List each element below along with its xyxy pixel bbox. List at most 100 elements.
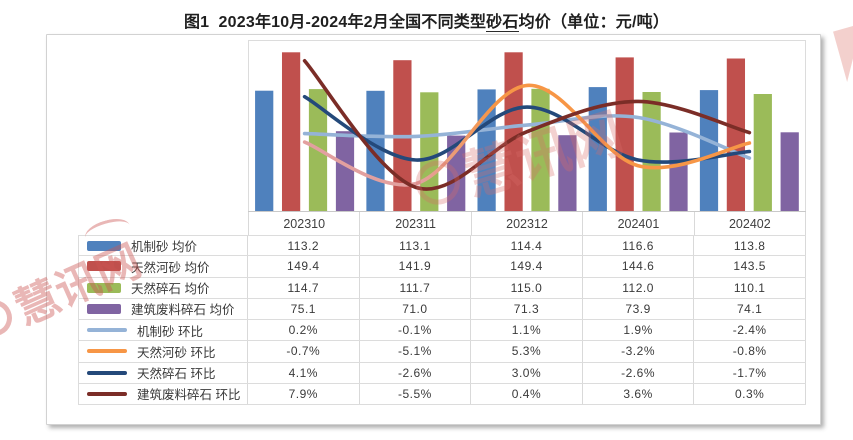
category-label: 202401 bbox=[583, 212, 695, 235]
legend-line-swatch-icon bbox=[87, 328, 127, 333]
bar bbox=[669, 132, 688, 211]
line-series-0 bbox=[302, 114, 752, 160]
chart-title-suffix: 均价（单位：元/吨） bbox=[518, 14, 670, 31]
value-cell: -0.7% bbox=[248, 341, 360, 362]
table-row: 机制砂 环比 0.2% -0.1% 1.1% 1.9% -2.4% bbox=[78, 320, 806, 342]
table-row: 天然河砂 环比 -0.7% -5.1% 5.3% -3.2% -0.8% bbox=[78, 341, 806, 363]
chart-container: 202310 202311 202312 202401 202402 机制砂 均价 113… bbox=[46, 34, 821, 425]
bar-series-3 bbox=[335, 131, 799, 211]
watermark-logo-icon bbox=[0, 294, 18, 342]
value-cell: 113.1 bbox=[360, 236, 472, 256]
category-label: 202312 bbox=[472, 212, 584, 235]
legend-bar-swatch-icon bbox=[87, 282, 121, 293]
legend-line-swatch-icon bbox=[87, 391, 127, 396]
value-cell: 1.9% bbox=[583, 320, 695, 341]
value-cell: 71.0 bbox=[360, 298, 472, 319]
value-cell: 5.3% bbox=[471, 341, 583, 362]
value-cell: -0.1% bbox=[360, 320, 472, 341]
legend-label-cell: 天然河砂 均价 bbox=[78, 256, 248, 277]
category-label: 202310 bbox=[248, 212, 361, 235]
price-combo-chart bbox=[255, 52, 799, 211]
chart-title: 图1 2023年10月-2024年2月全国不同类型砂石均价（单位：元/吨） bbox=[0, 8, 853, 32]
table-row: 天然河砂 均价 149.4 141.9 149.4 144.6 143.5 bbox=[78, 256, 806, 278]
series-name: 天然河砂 均价 bbox=[131, 260, 210, 275]
value-cell: 4.1% bbox=[248, 362, 360, 383]
value-cell: 0.2% bbox=[248, 320, 360, 341]
bar bbox=[615, 57, 634, 211]
legend-bar-swatch-icon bbox=[87, 261, 121, 272]
value-cell: 110.1 bbox=[694, 277, 806, 298]
value-cell: 114.7 bbox=[248, 277, 360, 298]
value-cell: 0.3% bbox=[694, 383, 806, 404]
value-cell: 7.9% bbox=[248, 383, 360, 404]
series-name: 天然碎石 均价 bbox=[131, 282, 210, 297]
value-cell: 111.7 bbox=[360, 277, 472, 298]
bar bbox=[558, 135, 577, 211]
line-series-3 bbox=[302, 59, 752, 191]
value-cell: -2.6% bbox=[360, 362, 472, 383]
bar-series-2 bbox=[308, 88, 772, 211]
legend-bar-swatch-icon bbox=[87, 303, 121, 314]
category-label: 202402 bbox=[695, 212, 807, 235]
bar bbox=[780, 132, 799, 211]
legend-label-cell: 建筑废料碎石 环比 bbox=[78, 383, 248, 404]
legend-line-swatch-icon bbox=[87, 349, 127, 354]
bar bbox=[531, 88, 550, 211]
bar bbox=[504, 52, 523, 211]
value-cell: -1.7% bbox=[694, 362, 806, 383]
series-name: 建筑废料碎石 均价 bbox=[131, 303, 235, 318]
bar bbox=[255, 90, 274, 211]
data-table: 机制砂 均价 113.2 113.1 114.4 116.6 113.8 天然河砂 均价 14… bbox=[78, 235, 806, 405]
category-axis-row: 202310 202311 202312 202401 202402 bbox=[248, 211, 807, 235]
table-row: 天然碎石 均价 114.7 111.7 115.0 112.0 110.1 bbox=[78, 277, 806, 299]
value-cell: -5.1% bbox=[360, 341, 472, 362]
legend-line-swatch-icon bbox=[87, 370, 127, 375]
value-cell: -5.5% bbox=[360, 383, 472, 404]
legend-label-cell: 天然碎石 均价 bbox=[78, 277, 248, 298]
value-cell: 116.6 bbox=[583, 236, 695, 256]
value-cell: 143.5 bbox=[694, 256, 806, 277]
value-cell: 71.3 bbox=[471, 298, 583, 319]
chart-title-underlined-term: 砂石 bbox=[486, 14, 519, 32]
legend-label-cell: 机制砂 均价 bbox=[78, 236, 248, 256]
value-cell: -3.2% bbox=[583, 341, 695, 362]
value-cell: 113.8 bbox=[694, 236, 806, 256]
bar bbox=[726, 58, 746, 211]
bar bbox=[699, 90, 719, 211]
bar bbox=[642, 92, 661, 211]
category-label: 202311 bbox=[360, 212, 472, 235]
watermark-fragment bbox=[833, 26, 853, 82]
series-name: 天然河砂 环比 bbox=[137, 345, 216, 360]
series-name: 机制砂 环比 bbox=[137, 324, 203, 339]
bar bbox=[420, 92, 439, 211]
series-name: 天然碎石 环比 bbox=[137, 367, 216, 382]
legend-label-cell: 天然碎石 环比 bbox=[78, 362, 248, 383]
legend-label-cell: 天然河砂 环比 bbox=[78, 341, 248, 362]
table-row: 天然碎石 环比 4.1% -2.6% 3.0% -2.6% -1.7% bbox=[78, 362, 806, 384]
value-cell: 3.6% bbox=[583, 383, 695, 404]
value-cell: -2.4% bbox=[694, 320, 806, 341]
value-cell: 113.2 bbox=[248, 236, 360, 256]
value-cell: -0.8% bbox=[694, 341, 806, 362]
series-name: 机制砂 均价 bbox=[131, 240, 197, 255]
value-cell: 0.4% bbox=[471, 383, 583, 404]
bar bbox=[281, 52, 301, 211]
value-cell: 74.1 bbox=[694, 298, 806, 319]
chart-title-prefix: 图1 2023年10月-2024年2月全国不同类型 bbox=[183, 14, 487, 31]
value-cell: 1.1% bbox=[471, 320, 583, 341]
value-cell: 144.6 bbox=[583, 256, 695, 277]
table-row: 建筑废料碎石 均价 75.1 71.0 71.3 73.9 74.1 bbox=[78, 298, 806, 320]
value-cell: -2.6% bbox=[583, 362, 695, 383]
value-cell: 115.0 bbox=[471, 277, 583, 298]
value-cell: 75.1 bbox=[248, 298, 360, 319]
legend-label-cell: 建筑废料碎石 均价 bbox=[78, 298, 248, 319]
table-row: 建筑废料碎石 环比 7.9% -5.5% 0.4% 3.6% 0.3% bbox=[78, 383, 806, 405]
value-cell: 141.9 bbox=[360, 256, 472, 277]
value-cell: 3.0% bbox=[471, 362, 583, 383]
value-cell: 149.4 bbox=[248, 256, 360, 277]
value-cell: 149.4 bbox=[471, 256, 583, 277]
value-cell: 114.4 bbox=[471, 236, 583, 256]
series-name: 建筑废料碎石 环比 bbox=[137, 388, 241, 403]
bar bbox=[753, 94, 772, 211]
bar bbox=[335, 131, 355, 211]
